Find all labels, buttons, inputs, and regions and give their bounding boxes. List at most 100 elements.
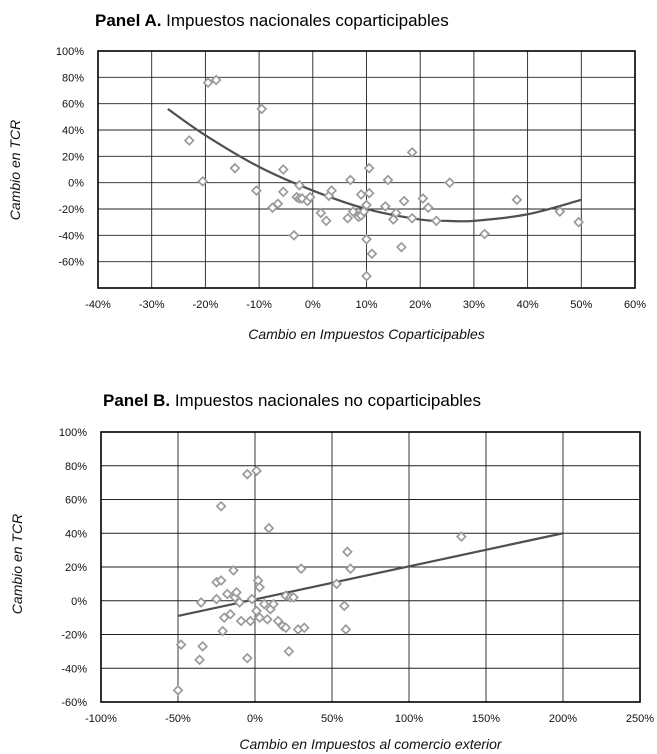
data-point [345,563,356,575]
data-point [194,654,205,666]
data-point [263,522,275,534]
data-point [195,597,207,608]
trend-line [167,108,582,223]
data-point [215,575,227,586]
data-point [280,622,292,634]
data-point [221,588,233,600]
data-point [406,212,418,224]
data-point [272,198,284,210]
data-point [234,597,246,608]
x-axis-label: Cambio en Impuestos al comercio exterior [239,736,503,752]
data-point [396,241,407,253]
data-point [361,233,372,245]
data-point [295,563,307,575]
x-axis-label: Cambio en Impuestos Coparticipables [248,326,485,342]
data-point [224,608,236,620]
data-point [277,164,289,175]
x-tick-label: -40% [85,299,111,311]
x-tick-label: 60% [624,299,646,311]
y-tick-label: 40% [65,528,87,540]
data-point [215,500,227,512]
data-point [315,207,327,219]
data-point [228,564,239,576]
data-point [229,162,241,174]
data-point [342,212,354,224]
x-tick-label: -10% [246,299,272,311]
data-point [347,206,359,218]
data-point [183,135,195,146]
data-point [406,146,418,158]
panel-b-chart: -100% -50% 0% 50% 100% 150% 200% 250% -60% -40% -2… [9,427,654,752]
panel-b-title: Panel B. Impuestos nacionales no coparti… [103,391,481,410]
y-axis-label: Cambio en TCR [7,120,23,220]
y-tick-label: 20% [62,151,84,163]
data-point [422,202,434,214]
x-tick-label: 250% [626,713,654,725]
y-tick-label: 20% [65,562,87,574]
data-point [293,179,305,191]
data-point [256,103,268,115]
data-point [210,74,222,86]
x-tick-label: -20% [193,299,219,311]
y-tick-label: -40% [58,230,84,242]
data-point [341,546,353,558]
y-tick-label: -20% [61,630,87,642]
x-tick-label: 0% [305,299,321,311]
y-tick-label: 100% [59,427,87,439]
x-tick-label: 50% [321,713,343,725]
y-tick-label: -40% [61,663,87,675]
data-point [288,591,299,603]
data-point [231,586,242,598]
data-point [326,185,337,196]
data-point [417,193,429,204]
panel-a-title: Panel A. Impuestos nacionales coparticip… [95,11,449,30]
data-point [235,615,247,627]
data-point [175,639,187,651]
data-point [366,248,378,260]
data-point [277,186,289,198]
data-point [361,199,372,211]
x-tick-label: -30% [139,299,165,311]
data-point [246,593,258,605]
data-point [268,598,279,610]
data-point [379,200,391,212]
x-tick-label: -100% [85,713,117,725]
plot-frame [97,50,636,289]
plot-frame [100,431,641,703]
panel-a-title-bold: Panel A. [95,11,161,30]
data-point [251,185,262,196]
data-point [298,622,310,634]
panel-b-title-rest: Impuestos nacionales no coparticipables [170,391,481,410]
data-point [288,229,300,241]
y-tick-label: -20% [58,204,84,216]
x-tick-label: 20% [409,299,431,311]
data-point [197,175,209,187]
data-point [272,615,284,627]
x-tick-label: 150% [472,713,500,725]
data-point [254,612,266,624]
y-tick-label: -60% [58,257,84,269]
data-point [258,598,270,610]
data-point [511,194,523,206]
x-tick-label: 200% [549,713,577,725]
y-tick-label: 100% [56,46,84,58]
panel-b-title-bold: Panel B. [103,391,170,410]
data-point [217,625,229,637]
data-point [254,581,266,593]
x-tick-label: 10% [355,299,377,311]
x-tick-label: 30% [463,299,485,311]
y-tick-label: 80% [62,72,84,84]
data-point [304,191,316,203]
data-point [430,215,442,227]
data-point [251,465,262,477]
x-tick-label: 50% [570,299,592,311]
y-tick-label: 60% [62,99,84,111]
data-point [241,652,253,664]
data-point [554,206,566,218]
data-point [241,468,253,480]
data-point [390,207,402,219]
data-point [382,174,394,186]
y-tick-label: 60% [65,495,87,507]
data-point [320,215,332,227]
data-point [338,600,350,612]
